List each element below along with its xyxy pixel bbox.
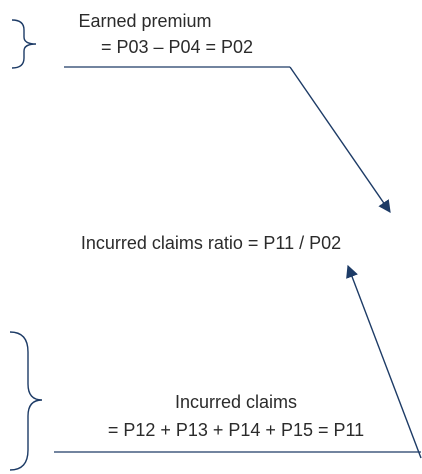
incurred-claims-label: Incurred claims (175, 392, 297, 412)
brace-top (11, 19, 37, 69)
arrow-to-ratio (289, 66, 391, 214)
earned-premium-formula: = P03 – P04 = P02 (101, 37, 253, 57)
arrow-from-claims (346, 264, 422, 459)
earned-premium-label: Earned premium (78, 11, 211, 31)
ratio-label: Incurred claims ratio = P11 / P02 (81, 233, 341, 253)
incurred-claims-formula: = P12 + P13 + P14 + P15 = P11 (108, 420, 364, 440)
brace-bottom (9, 331, 43, 471)
